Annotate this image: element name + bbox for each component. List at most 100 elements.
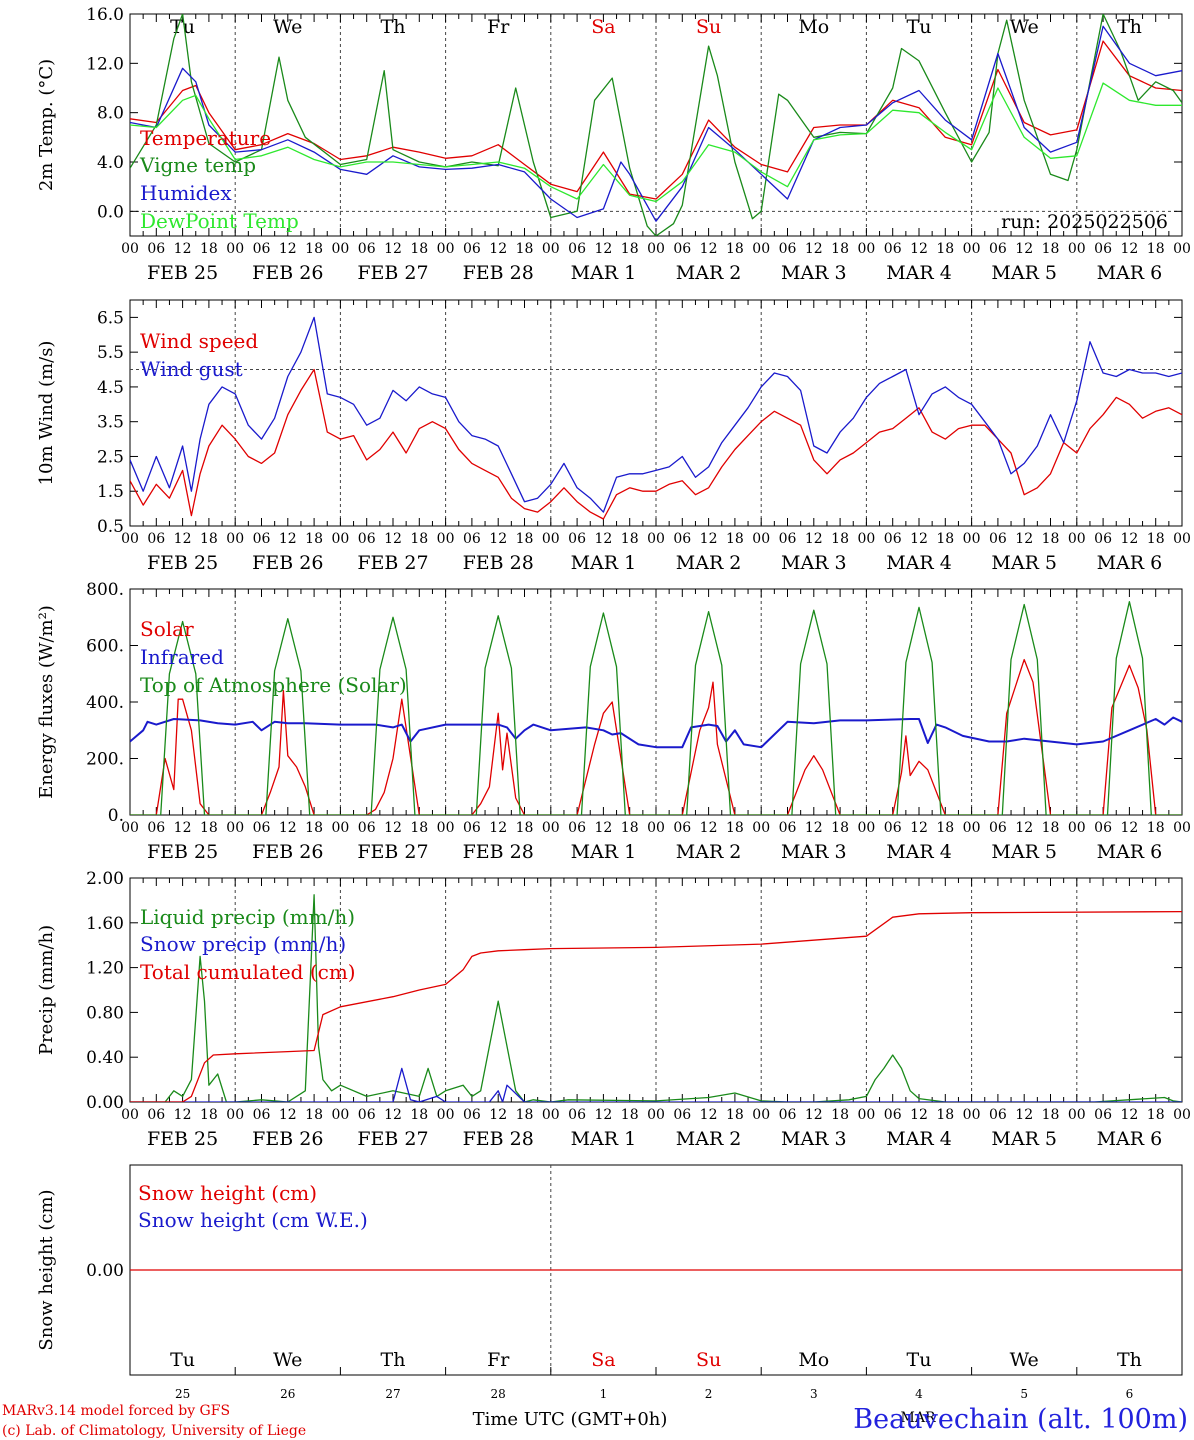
legend-entry: Top of Atmosphere (Solar) — [140, 673, 407, 697]
legend-entry: Snow precip (mm/h) — [140, 932, 346, 956]
x-hour-label: 00 — [121, 1107, 139, 1123]
panels: 0.04.08.012.016.000 06 12 18 00 06 12 18 00 06 12 1… — [36, 5, 1191, 1401]
x-hour-label: 06 — [147, 1107, 165, 1123]
x-date-label: MAR 3 — [781, 262, 847, 284]
x-hour-label: 12 — [279, 241, 297, 257]
x-hour-label: 18 — [305, 241, 323, 257]
weekday-label: Sa — [591, 16, 615, 38]
credit-line-2: (c) Lab. of Climatology, University of L… — [2, 1423, 306, 1439]
legend-entry: Wind speed — [140, 329, 258, 353]
x-hour-label: 06 — [358, 1107, 376, 1123]
x-hour-label: 00 — [963, 241, 981, 257]
y-tick-label: 400. — [86, 693, 124, 713]
x-hour-label: 06 — [253, 820, 271, 836]
x-hour-label: 00 — [437, 531, 455, 547]
x-hour-label: 12 — [174, 241, 192, 257]
series-liquid-precip-mm-h — [130, 894, 1182, 1102]
x-hour-label: 18 — [516, 1107, 534, 1123]
x-hour-label: 00 — [647, 820, 665, 836]
x-hour-label: 06 — [1094, 820, 1112, 836]
weekday-label: We — [1010, 16, 1039, 38]
x-hour-label: 00 — [331, 241, 349, 257]
x-date-label: FEB 28 — [463, 262, 534, 284]
x-hour-label: 00 — [1068, 241, 1086, 257]
x-hour-label: 06 — [568, 820, 586, 836]
x-hour-label: 00 — [437, 1107, 455, 1123]
x-hour-label: 06 — [1094, 1107, 1112, 1123]
x-date-label: FEB 25 — [147, 841, 218, 863]
y-axis-title: 2m Temp. (°C) — [36, 59, 57, 191]
x-hour-label: 00 — [331, 1107, 349, 1123]
x-hour-label: 06 — [147, 531, 165, 547]
series-wind-gust — [130, 316, 1182, 513]
y-axis-title: 10m Wind (m/s) — [36, 341, 57, 486]
weekday-label: Mo — [798, 1349, 829, 1371]
day-number-label: 3 — [810, 1387, 818, 1401]
day-number-label: 25 — [175, 1387, 190, 1401]
x-hour-label: 06 — [673, 820, 691, 836]
x-hour-label: 00 — [857, 1107, 875, 1123]
x-hour-label: 00 — [752, 241, 770, 257]
x-hour-label: 18 — [831, 1107, 849, 1123]
x-date-label: MAR 6 — [1097, 841, 1163, 863]
x-hour-label: 06 — [253, 241, 271, 257]
y-axis-title: Precip (mm/h) — [36, 925, 57, 1055]
x-axis-title: Time UTC (GMT+0h) — [473, 1409, 668, 1430]
x-hour-label: 06 — [1094, 241, 1112, 257]
x-date-label: MAR 4 — [886, 552, 952, 574]
x-date-label: MAR 2 — [676, 1128, 742, 1150]
x-hour-label: 00 — [226, 531, 244, 547]
x-date-label: MAR 5 — [991, 841, 1057, 863]
legend-entry: Snow height (cm W.E.) — [138, 1208, 368, 1232]
x-hour-label: 18 — [831, 531, 849, 547]
x-date-label: MAR 2 — [676, 841, 742, 863]
x-hour-label: 06 — [568, 241, 586, 257]
weekday-label: Fr — [487, 16, 510, 38]
x-hour-label: 06 — [884, 820, 902, 836]
x-hour-label: 12 — [174, 531, 192, 547]
y-tick-label: 2.5 — [97, 447, 124, 467]
series-top-of-atmosphere-solar — [130, 601, 1182, 815]
x-hour-label: 12 — [594, 241, 612, 257]
y-tick-label: 12.0 — [86, 54, 124, 74]
x-hour-label: 12 — [910, 241, 928, 257]
legend-entry: Temperature — [140, 126, 271, 150]
x-hour-label: 06 — [989, 1107, 1007, 1123]
panel-2: 0.5 1.5 2.5 3.5 4.5 5.5 6.5 00 06 12 18 00 06 12 18 00 0… — [36, 299, 1191, 574]
y-tick-label: 0.40 — [86, 1048, 124, 1068]
x-hour-label: 18 — [200, 531, 218, 547]
x-hour-label: 00 — [1068, 1107, 1086, 1123]
day-number-label: 4 — [915, 1387, 923, 1401]
y-tick-label: 3.5 — [97, 413, 124, 433]
x-date-label: MAR 4 — [886, 841, 952, 863]
x-date-label: MAR 3 — [781, 1128, 847, 1150]
x-hour-label: 00 — [542, 531, 560, 547]
x-date-label: FEB 28 — [463, 1128, 534, 1150]
y-tick-label: 200. — [86, 750, 124, 770]
series-humidex — [130, 25, 1182, 222]
y-tick-label: 1.5 — [97, 482, 124, 502]
x-date-label: MAR 3 — [781, 841, 847, 863]
x-hour-label: 00 — [121, 820, 139, 836]
x-date-label: FEB 27 — [357, 1128, 428, 1150]
y-tick-label: 0.00 — [86, 1261, 124, 1281]
x-date-label: MAR 5 — [991, 262, 1057, 284]
x-hour-label: 18 — [936, 1107, 954, 1123]
x-hour-label: 00 — [542, 820, 560, 836]
y-tick-label: 0.00 — [86, 1093, 124, 1113]
x-hour-label: 12 — [384, 820, 402, 836]
legend-entry: DewPoint Temp — [140, 209, 299, 233]
day-number-label: 1 — [600, 1387, 608, 1401]
weekday-label: Th — [1117, 16, 1142, 38]
y-tick-label: 2.00 — [86, 869, 124, 889]
x-date-label: FEB 26 — [252, 552, 323, 574]
x-date-label: FEB 26 — [252, 1128, 323, 1150]
x-hour-label: 12 — [700, 820, 718, 836]
x-hour-label: 06 — [253, 531, 271, 547]
x-hour-label: 12 — [910, 820, 928, 836]
x-hour-label: 00 — [1173, 1107, 1191, 1123]
series-infrared — [130, 716, 1182, 749]
x-hour-label: 12 — [279, 531, 297, 547]
y-tick-label: 800. — [86, 580, 124, 600]
series-wind-speed — [130, 368, 1182, 520]
